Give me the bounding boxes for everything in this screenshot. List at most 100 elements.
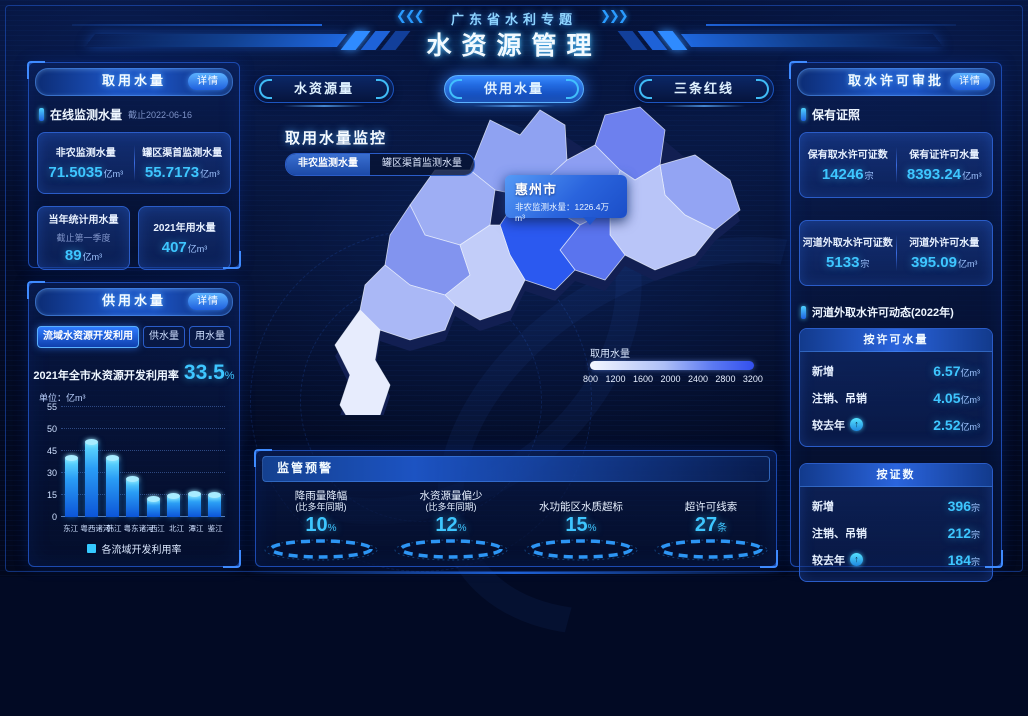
nav-tab-label: 供用水量 <box>483 81 544 96</box>
section-label: 在线监测水量 <box>50 108 123 122</box>
legend-tick: 2800 <box>715 374 736 384</box>
bar[interactable] <box>85 439 99 517</box>
row-value: 184宗 <box>947 551 980 568</box>
map-region[interactable] <box>359 264 456 341</box>
tooltip-city: 惠州市 <box>515 182 558 197</box>
metric-value: 71.5035 <box>48 164 103 181</box>
gridline: 30 <box>47 468 225 478</box>
guangdong-map <box>334 106 741 415</box>
rate-label: 2021年全市水资源开发利用率 <box>33 370 179 382</box>
metric-value: 407 <box>161 239 187 256</box>
x-category-label: 潭江 <box>188 524 204 533</box>
warning-item: 水资源量偏少 (比多年同期) 12% <box>386 486 516 563</box>
map-tooltip: 惠州市 非农监测水量：1226.4万m³ <box>505 175 627 225</box>
dynamic-card: 按证数 新增 396宗 注销、吊销 212宗 较去年 ↑ 184宗 <box>799 463 993 582</box>
utilization-rate-row: 2021年全市水资源开发利用率 33.5% <box>29 361 239 385</box>
metric-unit: 亿m³ <box>103 169 124 179</box>
metric-label: 河道外取水许可证数 <box>802 238 893 249</box>
card-divider <box>133 145 135 181</box>
section-marker-icon <box>801 108 806 121</box>
y-tick-label: 45 <box>46 446 57 456</box>
metric-sub: 截止第一季度 <box>56 233 111 243</box>
warning-unit: % <box>457 523 467 534</box>
nav-tab-underline <box>283 105 365 107</box>
legend-tick: 1200 <box>605 374 626 384</box>
tooltip-metric-line: 非农监测水量：1226.4万m³ <box>515 202 609 223</box>
rate-unit: % <box>224 370 235 382</box>
dynamic-row: 较去年 ↑ 184宗 <box>812 546 980 573</box>
metric-value-row: 395.09亿m³ <box>899 254 991 272</box>
legend-tick: 1600 <box>632 374 653 384</box>
warning-unit: % <box>327 523 337 534</box>
supply-tab-用水量[interactable]: 用水量 <box>189 326 231 348</box>
map-region[interactable] <box>334 309 391 415</box>
dynamic-row: 注销、吊销 212宗 <box>812 519 980 546</box>
warning-unit: 条 <box>717 523 728 534</box>
supply-tab-流域水资源开发利用[interactable]: 流域水资源开发利用 <box>37 326 139 348</box>
metric-unit: 亿m³ <box>200 169 220 179</box>
warning-label: 超许可线索 <box>684 501 738 513</box>
monitor-values-card: 非农监测水量 71.5035亿m³ 罐区渠首监测水量 55.7173亿m³ <box>37 132 231 194</box>
stat-card: 当年统计用水量 截止第一季度 89亿m³ <box>37 206 130 270</box>
detail-button[interactable]: 详情 <box>950 73 990 90</box>
chart-legend: 各流域开发利用率 <box>39 541 229 556</box>
warning-value: 15% <box>565 514 597 536</box>
detail-button[interactable]: 详情 <box>188 73 228 90</box>
metric-unit: 宗 <box>860 259 870 269</box>
section-row: 保有证照 <box>801 106 991 123</box>
warning-item: 降雨量降幅 (比多年同期) 10% <box>256 486 386 563</box>
warning-value: 12% <box>435 514 467 536</box>
bar[interactable] <box>105 455 119 517</box>
nav-tab-label: 水资源量 <box>293 81 354 96</box>
holding-card: 河道外取水许可证数 5133宗 河道外许可水量 395.09亿m³ <box>799 220 993 286</box>
row-label: 较去年 ↑ <box>812 552 863 568</box>
legend-tick: 2400 <box>687 374 708 384</box>
warning-label-wrap: 超许可线索 <box>646 486 776 513</box>
metric-unit: 亿m³ <box>962 171 982 181</box>
nav-tab-三条红线[interactable]: 三条红线 <box>634 75 774 107</box>
panel-title: 供用水量 <box>101 293 166 308</box>
legend-tick: 3200 <box>742 374 763 384</box>
arrow-up-icon: ↑ <box>850 418 863 431</box>
panel-header: 监管预警 <box>262 456 770 482</box>
supply-tab-供水量[interactable]: 供水量 <box>143 326 185 348</box>
row-label: 新增 <box>812 500 834 513</box>
warning-label: 水资源量偏少 <box>419 490 483 502</box>
metric-cell: 罐区渠首监测水量 55.7173亿m³ <box>135 138 231 188</box>
pedestal-rings-icon <box>264 539 378 561</box>
y-tick-label: 15 <box>46 490 57 500</box>
row-label: 注销、吊销 <box>812 527 867 540</box>
legend-swatch-icon <box>86 544 96 553</box>
nav-tab-水资源量[interactable]: 水资源量 <box>254 75 394 107</box>
x-category-label: 东江 <box>63 524 79 533</box>
map-toggle-非农监测水量[interactable]: 非农监测水量 <box>286 154 370 175</box>
section-label: 保有证照 <box>812 108 861 122</box>
metric-label: 保有证许可水量 <box>909 150 980 161</box>
nav-tab-供用水量[interactable]: 供用水量 <box>444 75 584 107</box>
section-marker-icon <box>39 108 44 121</box>
row-value: 2.52亿m³ <box>933 416 980 433</box>
warning-label: 降雨量降幅 <box>294 490 348 502</box>
panel-water-intake: 取用水量 详情 在线监测水量 截止2022-06-16 非农监测水量 71.503… <box>27 61 241 270</box>
metric-label: 非农监测水量 <box>55 148 116 159</box>
bar[interactable] <box>146 496 160 517</box>
bar[interactable] <box>167 493 181 517</box>
panel-permit-approval: 取水许可审批 详情 保有证照 保有取水许可证数 14246宗 保有证许可水量 8393… <box>789 61 1003 582</box>
panel-title: 监管预警 <box>277 461 334 475</box>
bar[interactable] <box>126 476 140 517</box>
map-toggle-罐区渠首监测水量[interactable]: 罐区渠首监测水量 <box>370 154 474 175</box>
bar[interactable] <box>64 455 78 517</box>
metric-value: 14246 <box>821 166 864 183</box>
map-metric-toggle: 非农监测水量 罐区渠首监测水量 <box>285 153 475 176</box>
map-region[interactable] <box>444 224 526 321</box>
bar[interactable] <box>187 491 201 517</box>
map-legend-ticks: 800 1200 1600 2000 2400 2800 3200 <box>583 374 763 384</box>
warning-item: 超许可线索 27条 <box>646 486 776 563</box>
detail-button[interactable]: 详情 <box>188 293 228 310</box>
section-row: 河道外取水许可动态(2022年) <box>801 304 991 320</box>
panel-supervision-warning: 监管预警 降雨量降幅 (比多年同期) 10% 水资源量偏少 (比多年同期) 12% 水功能区… <box>254 449 778 568</box>
row-value: 396宗 <box>947 497 980 514</box>
dynamic-card-rows: 新增 396宗注销、吊销 212宗较去年 ↑ 184宗 <box>800 487 992 581</box>
bar[interactable] <box>208 492 222 517</box>
panel-supply-use: 供用水量 详情 流域水资源开发利用 供水量 用水量 2021年全市水资源开发利用率 3… <box>27 281 241 568</box>
